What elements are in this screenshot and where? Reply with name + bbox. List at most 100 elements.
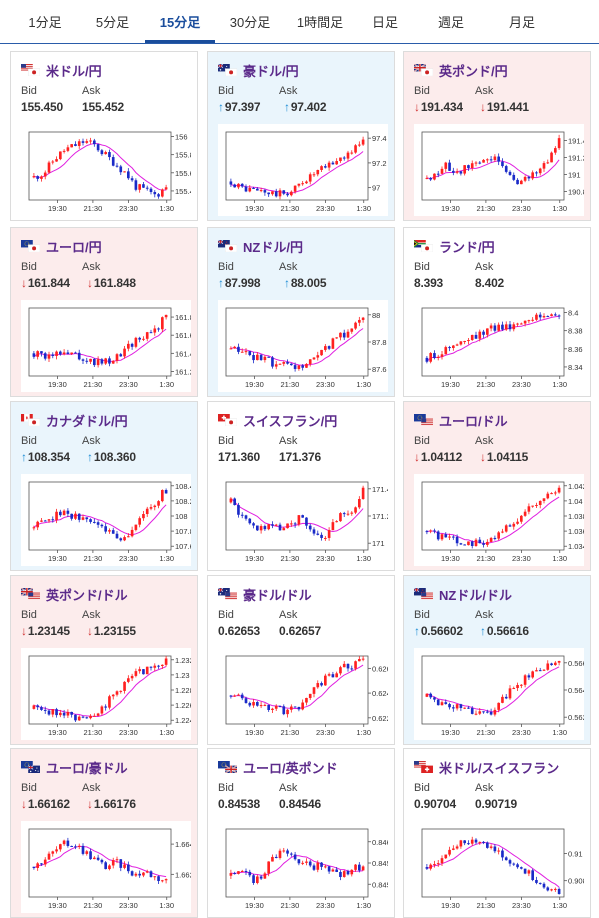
rate-card[interactable]: 豪ドル/ドル Bid Ask 0.62653 0.62657 0.6260.62…	[207, 575, 395, 745]
x-tick-label: 19:30	[245, 380, 264, 389]
x-tick-label: 1:30	[159, 204, 174, 213]
pair-title[interactable]: 米ドル/円	[21, 62, 102, 79]
candle-body	[546, 663, 550, 670]
candle-body	[516, 323, 519, 325]
candle-body	[523, 675, 527, 685]
tab-4[interactable]: 30分足	[229, 15, 271, 30]
tab-8[interactable]: 月足	[508, 15, 535, 30]
tab-7[interactable]: 週足	[437, 15, 464, 30]
pair-name[interactable]: 米ドル/スイスフラン	[439, 760, 560, 776]
pair-name[interactable]: 英ポンド/円	[439, 63, 508, 79]
candle-body	[312, 687, 316, 694]
pair-title[interactable]: 米ドル/スイスフラン	[414, 759, 560, 776]
candle-body	[550, 663, 553, 666]
candlestick-chart[interactable]: 1.232 1.23 1.228 1.226 1.224 19:30 21:30 23:30 1…	[21, 648, 191, 740]
candle-body	[531, 319, 534, 321]
pair-name[interactable]: ユーロ/英ポンド	[243, 760, 338, 776]
tab-1[interactable]: 1分足	[28, 15, 62, 30]
pair-title[interactable]: 英ポンド/ドル	[21, 586, 128, 603]
rate-card[interactable]: 英ポンド/円 Bid Ask ↓191.434 ↓191.441 191.419…	[403, 51, 591, 221]
rate-card[interactable]: スイスフラン/円 Bid Ask 171.360 171.376 171.417…	[207, 401, 395, 571]
candle-body	[119, 859, 123, 868]
candle-body	[444, 162, 448, 169]
pair-name[interactable]: 豪ドル/円	[243, 63, 299, 79]
candle-body	[493, 537, 497, 539]
pair-name[interactable]: ユーロ/円	[46, 239, 102, 255]
pair-title[interactable]: NZドル/円	[218, 238, 303, 255]
candle-body	[316, 533, 320, 535]
candlestick-chart[interactable]: 156 155.8 155.6 155.4 19:30 21:30 23:30 1:30	[21, 124, 191, 216]
rate-card[interactable]: ユーロ/円 Bid Ask ↓161.844 ↓161.848 161.8161…	[10, 227, 198, 397]
y-tick-label: 0.8455	[372, 859, 388, 868]
pair-title[interactable]: ユーロ/円	[21, 238, 102, 255]
candle-body	[161, 490, 164, 502]
candle-body	[244, 515, 248, 519]
rate-card[interactable]: ユーロ/豪ドル Bid Ask ↓1.66162 ↓1.66176 1.6641…	[10, 748, 198, 918]
candle-body	[104, 526, 107, 532]
tab-3[interactable]: 15分足	[145, 0, 215, 43]
candlestick-chart[interactable]: 161.8 161.6 161.4 161.2 19:30 21:30 23:30 1:30	[21, 300, 191, 392]
candle-body	[149, 188, 153, 193]
candlestick-chart[interactable]: 0.91 0.908 19:30 21:30 23:30 1:30	[414, 821, 584, 913]
candle-body	[455, 704, 459, 709]
pair-name[interactable]: 米ドル/円	[46, 63, 102, 79]
pair-name[interactable]: 英ポンド/ドル	[46, 587, 128, 603]
pair-title[interactable]: 英ポンド/円	[414, 62, 508, 79]
candle-body	[316, 862, 320, 870]
pair-name[interactable]: ユーロ/ドル	[439, 413, 508, 429]
candle-body	[531, 505, 534, 507]
pair-name[interactable]: 豪ドル/ドル	[243, 587, 312, 603]
pair-name[interactable]: スイスフラン/円	[243, 413, 338, 429]
candle-body	[474, 162, 478, 164]
candlestick-chart[interactable]: 1.042 1.04 1.038 1.036 1.034 19:30 21:30 23:30 1…	[414, 474, 584, 566]
candlestick-chart[interactable]: 8.4 8.38 8.36 8.34 19:30 21:30 23:30 1:30	[414, 300, 584, 392]
pair-title[interactable]: カナダドル/円	[21, 412, 128, 429]
candle-body	[448, 704, 451, 708]
pair-title[interactable]: 豪ドル/円	[218, 62, 299, 79]
pair-name[interactable]: ユーロ/豪ドル	[46, 760, 128, 776]
candle-body	[527, 320, 531, 322]
pair-title[interactable]: ユーロ/豪ドル	[21, 759, 128, 776]
rate-card[interactable]: 米ドル/スイスフラン Bid Ask 0.90704 0.90719 0.91 0…	[403, 748, 591, 918]
tab-5[interactable]: 1時間足	[296, 15, 344, 30]
tab-6[interactable]: 日足	[371, 15, 398, 30]
candlestick-chart[interactable]: 97.4 97.2 97 19:30 21:30 23:30 1:30	[218, 124, 388, 216]
candlestick-chart[interactable]: 191.4 191.2 191 190.8 19:30 21:30 23:30 1:30	[414, 124, 584, 216]
pair-title[interactable]: ユーロ/英ポンド	[218, 759, 338, 776]
candlestick-chart[interactable]: 88 87.8 87.6 19:30 21:30 23:30 1:30	[218, 300, 388, 392]
pair-title[interactable]: 豪ドル/ドル	[218, 586, 312, 603]
candlestick-chart[interactable]: 1.664 1.662 19:30 21:30 23:30 1:30	[21, 821, 191, 913]
candlestick-chart[interactable]: 0.566 0.564 0.562 19:30 21:30 23:30 1:30	[414, 648, 584, 740]
pair-title[interactable]: NZドル/ドル	[414, 586, 512, 603]
candle-body	[554, 314, 557, 316]
candlestick-chart[interactable]: 171.4 171.2 171 19:30 21:30 23:30 1:30	[218, 474, 388, 566]
candle-body	[470, 163, 474, 168]
pair-name[interactable]: ランド/円	[439, 239, 495, 255]
rate-card[interactable]: 米ドル/円 Bid Ask 155.450 155.452 156155.815…	[10, 51, 198, 221]
rate-card[interactable]: ランド/円 Bid Ask 8.393 8.402 8.4 8.38 8.36 8.3…	[403, 227, 591, 397]
pair-title[interactable]: ランド/円	[414, 238, 495, 255]
candle-body	[486, 159, 489, 161]
rate-card[interactable]: ユーロ/ドル Bid Ask ↓1.04112 ↓1.04115 1.0421.…	[403, 401, 591, 571]
pair-name[interactable]: NZドル/ドル	[439, 587, 512, 603]
candle-body	[47, 519, 51, 521]
candle-body	[474, 334, 478, 339]
tab-2[interactable]: 5分足	[95, 15, 130, 30]
pair-title[interactable]: ユーロ/ドル	[414, 412, 508, 429]
pair-title[interactable]: スイスフラン/円	[218, 412, 338, 429]
rate-card[interactable]: 豪ドル/円 Bid Ask ↑97.397 ↑97.402 97.4 97.2 97…	[207, 51, 395, 221]
y-tick-label: 1.04	[568, 497, 583, 506]
rate-card[interactable]: ユーロ/英ポンド Bid Ask 0.84538 0.84546 0.8460.…	[207, 748, 395, 918]
candle-body	[74, 352, 77, 354]
candlestick-chart[interactable]: 0.846 0.8455 0.845 19:30 21:30 23:30 1:30	[218, 821, 388, 913]
candlestick-chart[interactable]: 0.626 0.624 0.622 19:30 21:30 23:30 1:30	[218, 648, 388, 740]
us-ch-flag	[414, 761, 433, 773]
candle-body	[259, 876, 263, 879]
pair-name[interactable]: NZドル/円	[243, 239, 303, 255]
pair-name[interactable]: カナダドル/円	[46, 413, 128, 429]
candlestick-chart[interactable]: 108.4 108.2 108 107.8 107.6 19:30 21:30 23:30 1:…	[21, 474, 191, 566]
rate-card[interactable]: NZドル/円 Bid Ask ↑87.998 ↑88.005 88 87.8 87.…	[207, 227, 395, 397]
rate-card[interactable]: カナダドル/円 Bid Ask ↑108.354 ↑108.360 108.41…	[10, 401, 198, 571]
rate-card[interactable]: 英ポンド/ドル Bid Ask ↓1.23145 ↓1.23155 1.2321…	[10, 575, 198, 745]
rate-card[interactable]: NZドル/ドル Bid Ask ↑0.56602 ↑0.56616 0.5660…	[403, 575, 591, 745]
